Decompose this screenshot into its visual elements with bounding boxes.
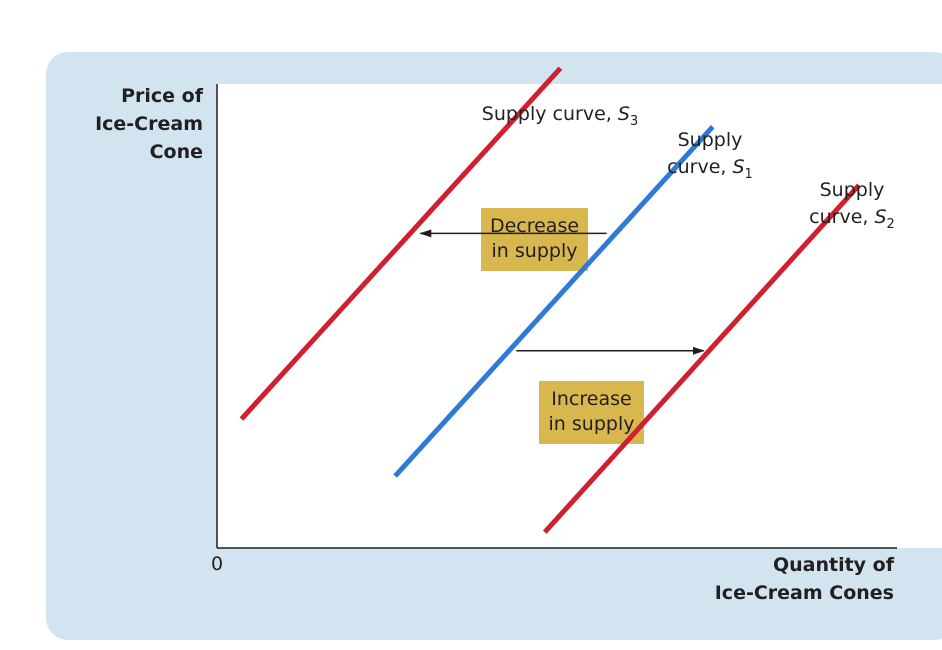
y-axis-label-line: Ice-Cream bbox=[95, 113, 203, 135]
plot-area bbox=[217, 84, 942, 548]
annotation-box bbox=[539, 381, 644, 444]
supply-curves bbox=[239, 66, 861, 534]
chart-labels: Price of Ice-Cream Cone Quantity of Ice-Crea… bbox=[95, 85, 895, 604]
annotation-box bbox=[481, 208, 588, 271]
supply-curve-label: Supply bbox=[820, 179, 885, 201]
supply-curve-line bbox=[393, 125, 715, 478]
x-axis-label-line: Ice-Cream Cones bbox=[715, 582, 894, 604]
annotation-label: in supply bbox=[549, 413, 635, 435]
y-axis-label-line: Cone bbox=[150, 141, 203, 163]
supply-curve-label: curve, S1 bbox=[667, 156, 753, 182]
supply-curve-line bbox=[542, 183, 861, 534]
origin-label: 0 bbox=[211, 553, 223, 575]
annotation-boxes bbox=[481, 208, 644, 444]
y-axis-label-line: Price of bbox=[121, 85, 204, 107]
supply-curve-label: curve, S2 bbox=[809, 206, 895, 232]
annotation-label: Decrease bbox=[490, 215, 579, 237]
x-axis-label-line: Quantity of bbox=[773, 554, 895, 576]
supply-curve-label: Supply bbox=[678, 129, 743, 151]
annotation-label: in supply bbox=[492, 240, 578, 262]
supply-curve-label: Supply curve, S3 bbox=[482, 103, 638, 129]
annotation-label: Increase bbox=[551, 388, 631, 410]
shift-arrows bbox=[419, 229, 705, 355]
supply-curve-line bbox=[239, 66, 563, 421]
